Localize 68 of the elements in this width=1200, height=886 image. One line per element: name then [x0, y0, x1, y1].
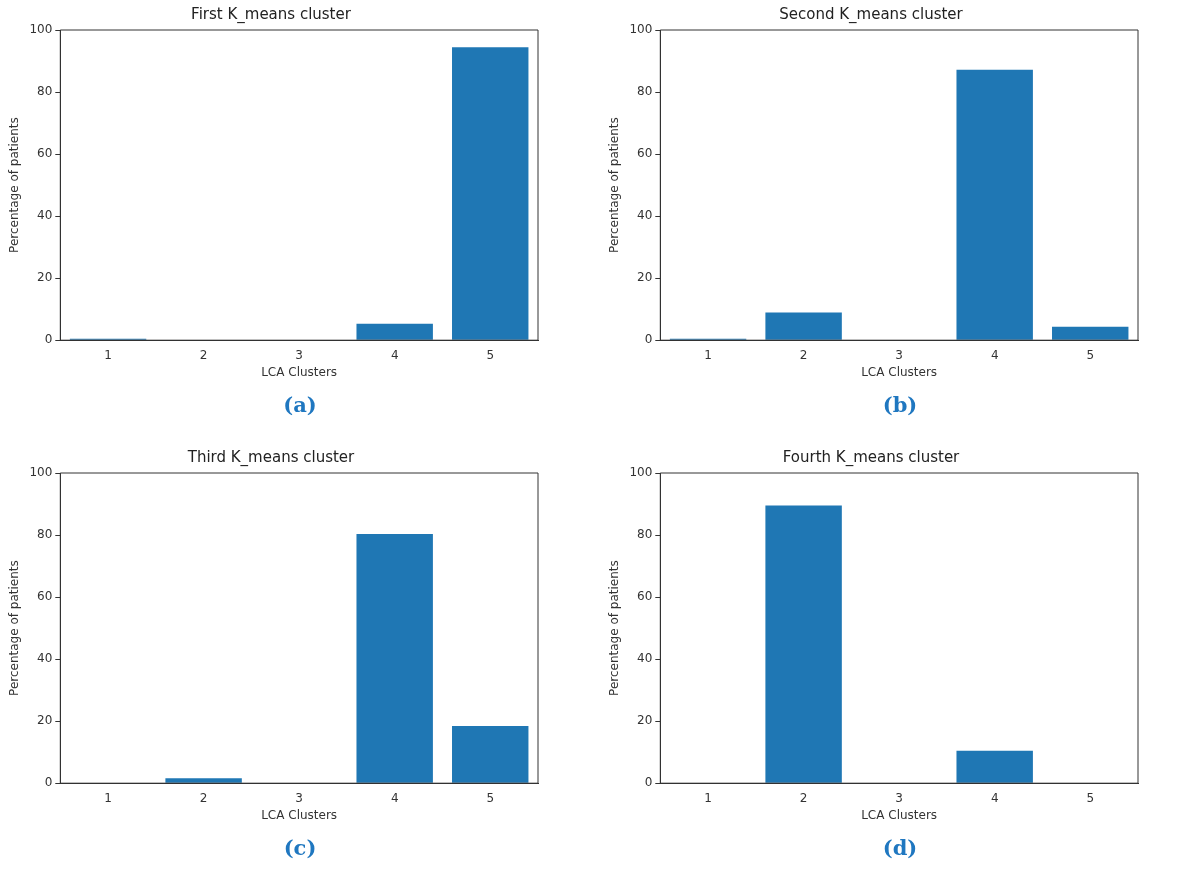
bar: [765, 312, 842, 340]
y-tick-label: 0: [644, 775, 653, 790]
x-tick-label: 5: [486, 790, 495, 805]
bar: [1052, 326, 1129, 340]
x-tick-label: 1: [104, 790, 112, 805]
y-axis-title: Percentage of patients: [7, 560, 22, 696]
y-tick-label: 100: [29, 22, 53, 37]
y-tick-label: 20: [37, 713, 53, 728]
x-tick-label: 2: [799, 347, 808, 362]
y-axis-title: Percentage of patients: [7, 117, 22, 253]
y-tick-label: 100: [629, 22, 653, 37]
y-tick-label: 40: [37, 651, 53, 666]
bar: [356, 534, 433, 783]
bar: [956, 69, 1033, 340]
x-tick-label: 5: [1086, 347, 1095, 362]
x-tick-label: 5: [1086, 790, 1095, 805]
x-axis-title: LCA Clusters: [261, 807, 338, 822]
y-tick-label: 100: [29, 465, 53, 480]
y-tick-label: 40: [37, 208, 53, 223]
chart-title: Third K_means cluster: [186, 447, 356, 467]
x-axis-title: LCA Clusters: [861, 807, 938, 822]
x-tick-label: 3: [295, 347, 303, 362]
y-tick-label: 60: [637, 589, 653, 604]
text: (b): [882, 392, 918, 417]
chart-title: Second K_means cluster: [779, 4, 964, 24]
y-tick-label: 20: [37, 270, 53, 285]
x-tick-label: 2: [199, 790, 208, 805]
y-tick-label: 60: [37, 589, 53, 604]
y-axis-title: Percentage of patients: [607, 560, 622, 696]
y-tick-label: 80: [37, 84, 53, 99]
x-tick-label: 1: [104, 347, 112, 362]
x-tick-label: 4: [990, 347, 999, 362]
y-tick-label: 60: [637, 146, 653, 161]
x-axis-title: LCA Clusters: [861, 364, 938, 379]
bar: [452, 726, 529, 783]
y-axis-title: Percentage of patients: [607, 117, 622, 253]
y-tick-label: 20: [637, 270, 653, 285]
y-tick-label: 20: [637, 713, 653, 728]
bar: [356, 323, 433, 340]
y-tick-label: 0: [44, 332, 53, 347]
x-tick-label: 2: [799, 790, 808, 805]
chart-title: First K_means cluster: [191, 4, 352, 24]
x-tick-label: 4: [990, 790, 999, 805]
y-tick-label: 80: [637, 84, 653, 99]
x-tick-label: 4: [390, 347, 399, 362]
x-tick-label: 1: [704, 790, 712, 805]
x-tick-label: 3: [295, 790, 303, 805]
y-tick-label: 40: [637, 208, 653, 223]
bar: [165, 778, 242, 783]
x-tick-label: 4: [390, 790, 399, 805]
y-tick-label: 100: [629, 465, 653, 480]
y-tick-label: 60: [37, 146, 53, 161]
text: (c): [283, 835, 317, 860]
y-tick-label: 80: [637, 527, 653, 542]
y-tick-label: 80: [37, 527, 53, 542]
chart-title: Fourth K_means cluster: [782, 447, 961, 467]
x-tick-label: 5: [486, 347, 495, 362]
bar: [452, 47, 529, 340]
x-axis-title: LCA Clusters: [261, 364, 338, 379]
y-tick-label: 0: [644, 332, 653, 347]
text: (a): [283, 392, 317, 417]
x-tick-label: 1: [704, 347, 712, 362]
x-tick-label: 2: [199, 347, 208, 362]
x-tick-label: 3: [895, 790, 903, 805]
y-tick-label: 0: [44, 775, 53, 790]
y-tick-label: 40: [637, 651, 653, 666]
x-tick-label: 3: [895, 347, 903, 362]
text: (d): [882, 835, 918, 860]
